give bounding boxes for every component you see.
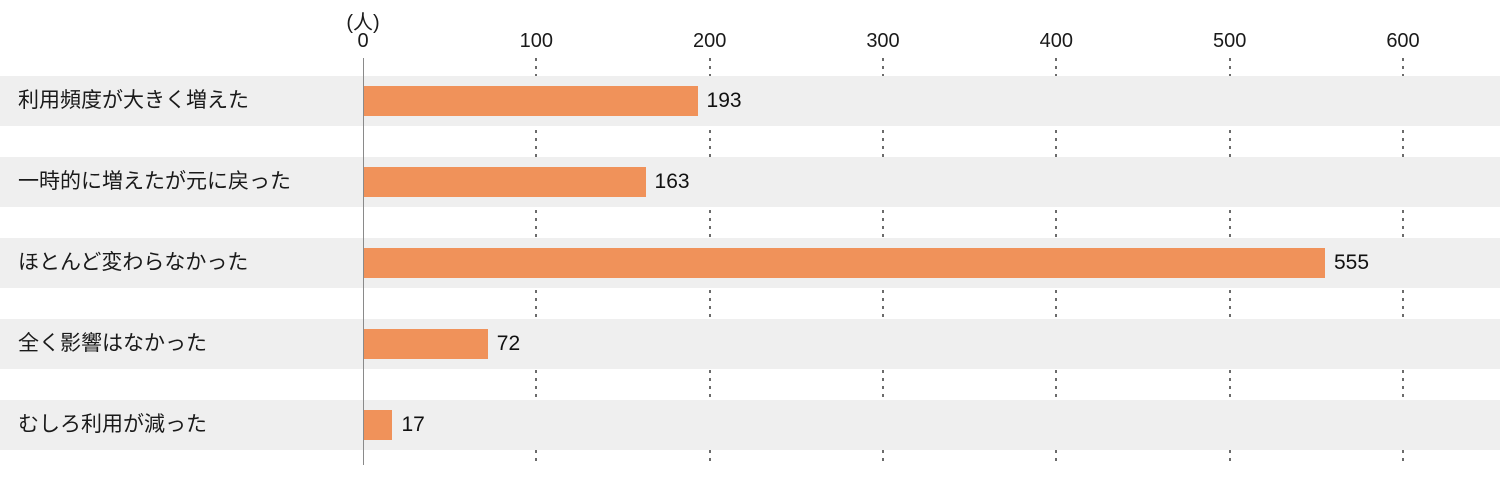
x-tick-label: 600 bbox=[1386, 30, 1420, 52]
bar bbox=[363, 410, 393, 440]
x-tick-label: 200 bbox=[692, 30, 727, 52]
x-tick-label: 400 bbox=[1039, 30, 1074, 52]
category-band: 利用頻度が大きく増えた 193 bbox=[0, 76, 1500, 126]
bar bbox=[363, 248, 1325, 278]
category-label: 全く影響はなかった bbox=[18, 332, 207, 355]
y-axis-line bbox=[363, 58, 364, 465]
category-label: ほとんど変わらなかった bbox=[18, 251, 249, 274]
category-label: 一時的に増えたが元に戻った bbox=[18, 170, 291, 193]
category-band: 全く影響はなかった 72 bbox=[0, 319, 1500, 369]
x-tick-label: 500 bbox=[1212, 30, 1247, 52]
x-tick-label: 100 bbox=[519, 30, 554, 52]
value-label: 72 bbox=[496, 332, 521, 355]
bar bbox=[363, 86, 698, 116]
value-label: 163 bbox=[654, 170, 690, 193]
value-label: 17 bbox=[401, 413, 425, 436]
x-tick-label: 300 bbox=[866, 30, 900, 52]
category-band: 一時的に増えたが元に戻った 163 bbox=[0, 157, 1500, 207]
category-band: ほとんど変わらなかった 555 bbox=[0, 238, 1500, 288]
value-label: 555 bbox=[1334, 251, 1370, 274]
category-band: むしろ利用が減った 17 bbox=[0, 400, 1500, 450]
x-tick-label: 0 bbox=[357, 30, 369, 52]
bar bbox=[363, 167, 646, 197]
value-label: 193 bbox=[706, 89, 742, 112]
category-label: 利用頻度が大きく増えた bbox=[18, 89, 249, 112]
bar bbox=[363, 329, 488, 359]
category-label: むしろ利用が減った bbox=[18, 413, 207, 436]
axis-unit-label: (人) bbox=[346, 12, 380, 34]
